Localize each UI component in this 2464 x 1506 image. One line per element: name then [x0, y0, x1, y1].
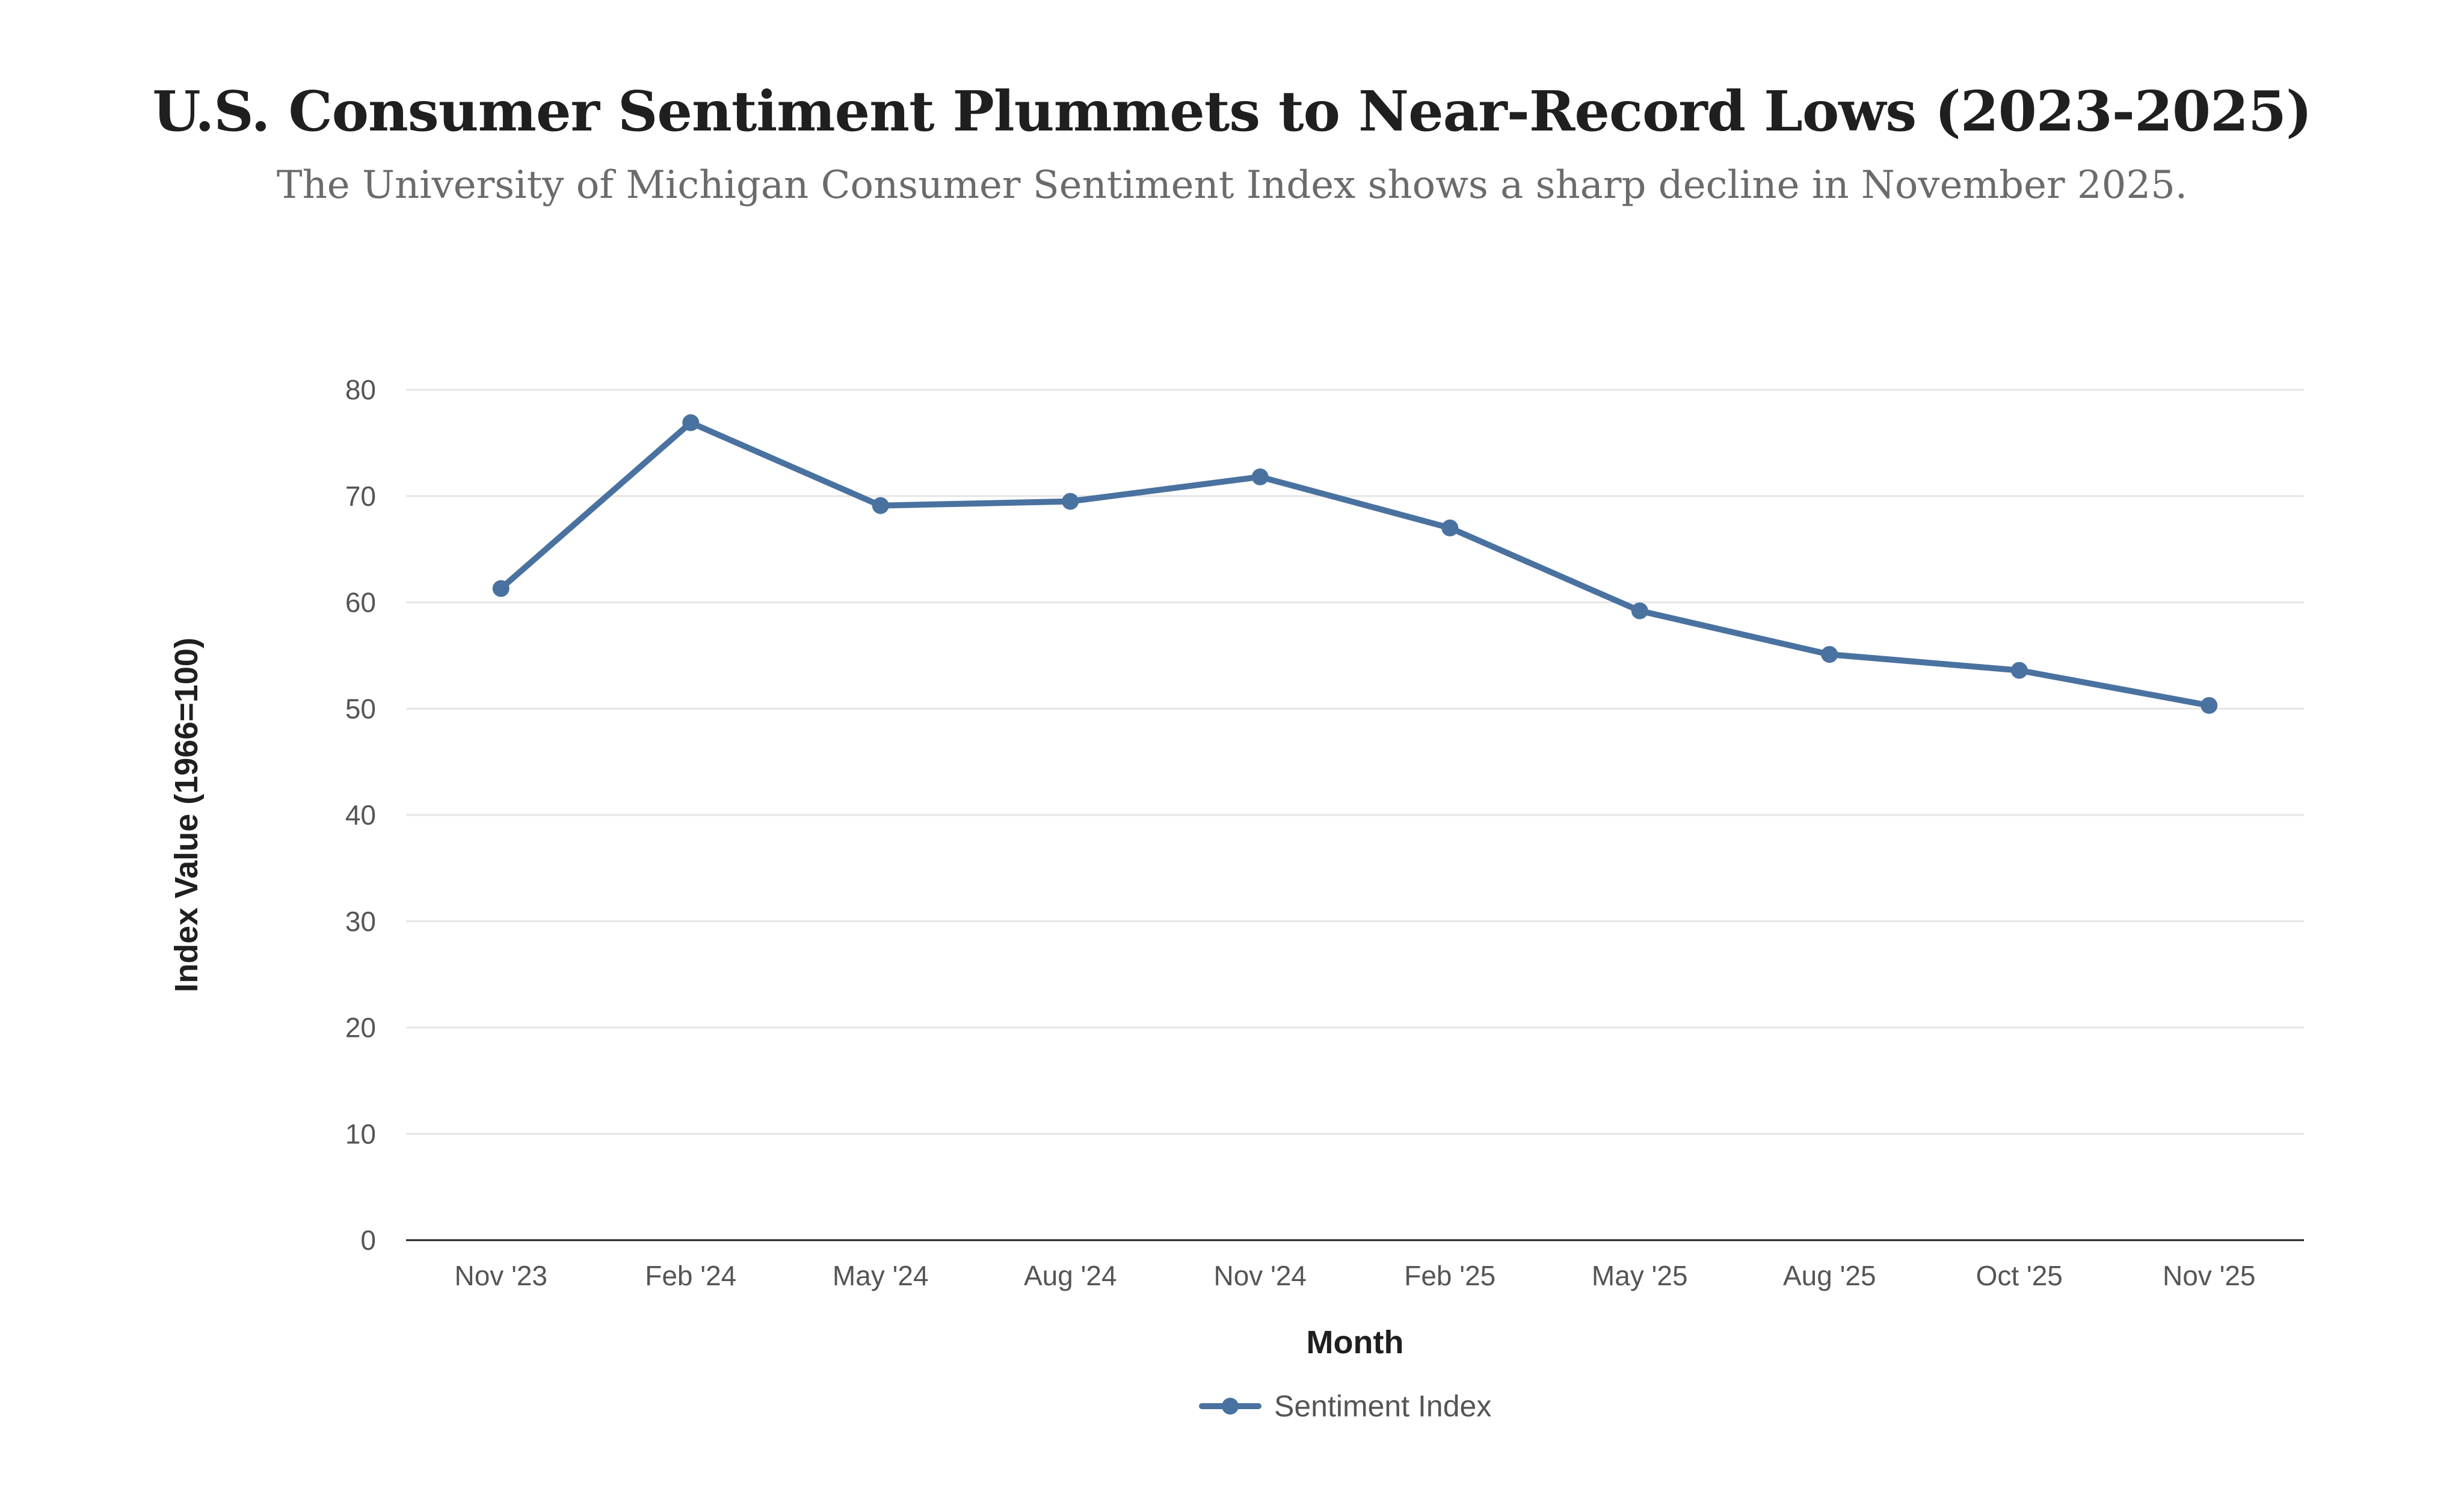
x-axis-title: Month: [1307, 1324, 1404, 1360]
y-tick-label: 60: [345, 587, 376, 618]
y-axis-ticks: 0 10 20 30 40 50 60 70 80: [345, 374, 376, 1256]
y-tick-label: 10: [345, 1118, 376, 1149]
y-tick-label: 50: [345, 693, 376, 724]
data-point[interactable]: [2201, 696, 2218, 714]
legend[interactable]: Sentiment Index: [1199, 1389, 1491, 1423]
y-axis-title: Index Value (1966=100): [168, 638, 205, 992]
x-tick-label: Feb '25: [1404, 1260, 1495, 1291]
x-tick-label: May '25: [1592, 1260, 1688, 1291]
x-tick-label: Nov '24: [1213, 1260, 1307, 1291]
x-tick-label: Aug '25: [1783, 1260, 1876, 1291]
chart-subtitle: The University of Michigan Consumer Sent…: [276, 163, 2188, 207]
x-axis-ticks: Nov '23 Feb '24 May '24 Aug '24 Nov '24 Feb '…: [454, 1260, 2255, 1291]
legend-label: Sentiment Index: [1274, 1389, 1491, 1423]
data-point[interactable]: [492, 580, 510, 597]
data-point[interactable]: [682, 414, 700, 431]
y-tick-label: 20: [345, 1012, 376, 1043]
data-point[interactable]: [2010, 662, 2028, 679]
y-tick-label: 70: [345, 481, 376, 512]
x-tick-label: Nov '23: [454, 1260, 547, 1291]
y-tick-label: 80: [345, 374, 376, 405]
y-tick-label: 0: [360, 1225, 376, 1256]
series-sentiment-index: [492, 414, 2218, 714]
data-point[interactable]: [1441, 519, 1459, 536]
data-point[interactable]: [1251, 468, 1269, 485]
series-line: [497, 419, 2213, 708]
data-point[interactable]: [1821, 646, 1838, 663]
gridlines: [406, 389, 2304, 1135]
x-tick-label: Feb '24: [645, 1260, 736, 1291]
x-tick-label: Oct '25: [1976, 1260, 2063, 1291]
x-tick-label: Nov '25: [2163, 1260, 2256, 1291]
chart-title: U.S. Consumer Sentiment Plummets to Near…: [152, 79, 2312, 144]
y-tick-label: 30: [345, 906, 376, 937]
legend-marker-swatch: [1222, 1398, 1239, 1415]
y-tick-label: 40: [345, 799, 376, 831]
data-point[interactable]: [1631, 602, 1648, 619]
x-tick-label: Aug '24: [1024, 1260, 1117, 1291]
data-point[interactable]: [872, 497, 889, 514]
x-tick-label: May '24: [833, 1260, 929, 1291]
data-point[interactable]: [1062, 493, 1079, 510]
